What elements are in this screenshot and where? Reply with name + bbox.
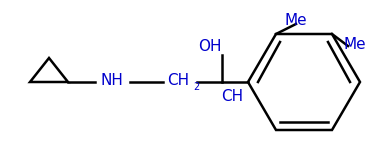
Text: Me: Me: [285, 13, 307, 28]
Text: Me: Me: [344, 37, 366, 52]
Text: CH: CH: [221, 88, 243, 103]
Text: OH: OH: [198, 39, 222, 54]
Text: 2: 2: [193, 82, 199, 92]
Text: CH: CH: [167, 73, 189, 88]
Text: NH: NH: [101, 73, 123, 88]
